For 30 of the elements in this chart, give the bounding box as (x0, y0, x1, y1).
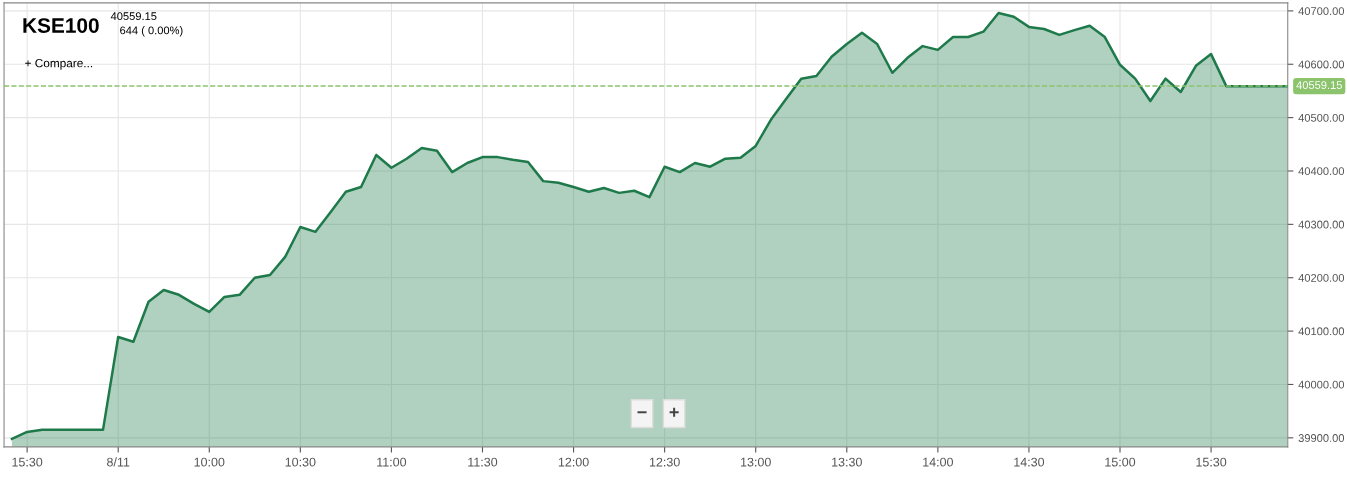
annotation: + (669, 407, 679, 417)
x-tick-label: 13:00 (741, 457, 771, 467)
x-tick-label: 15:30 (1196, 457, 1227, 467)
ref-line-label: 40559.15 (1296, 81, 1342, 90)
text: 40559.15 (110, 12, 157, 21)
y-tick-label: 40400.00 (1298, 167, 1345, 176)
x-tick-label: 10:00 (194, 457, 225, 467)
y-tick-label: 40600.00 (1298, 60, 1345, 69)
x-tick-label: 14:30 (1014, 457, 1045, 467)
x-tick-label: 13:30 (832, 457, 862, 467)
y-tick-label: 40300.00 (1298, 220, 1345, 229)
annotation: − (637, 411, 647, 414)
y-tick-label: 40500.00 (1298, 113, 1345, 122)
x-tick-label: 15:30 (12, 457, 43, 467)
x-tick-label: 8/11 (107, 457, 130, 467)
y-tick-label: 40700.00 (1298, 7, 1345, 16)
annotation: + Compare... (25, 58, 93, 70)
x-tick-label: 15:00 (1105, 457, 1136, 467)
annotation: 644 ( 0.00%) (120, 26, 183, 37)
x-tick-label: 11:30 (468, 457, 498, 467)
x-tick-label: 14:00 (923, 457, 954, 467)
y-tick-label: 39900.00 (1298, 434, 1345, 442)
text: KSE100 (23, 18, 99, 33)
y-tick-label: 40200.00 (1298, 273, 1345, 282)
x-tick-label: 10:30 (285, 457, 316, 467)
y-tick-label: 40100.00 (1298, 327, 1345, 336)
x-tick-label: 12:30 (649, 457, 680, 467)
x-tick-label: 12:00 (558, 457, 589, 467)
y-tick-label: 40000.00 (1298, 380, 1345, 389)
x-tick-label: 11:00 (377, 457, 407, 467)
